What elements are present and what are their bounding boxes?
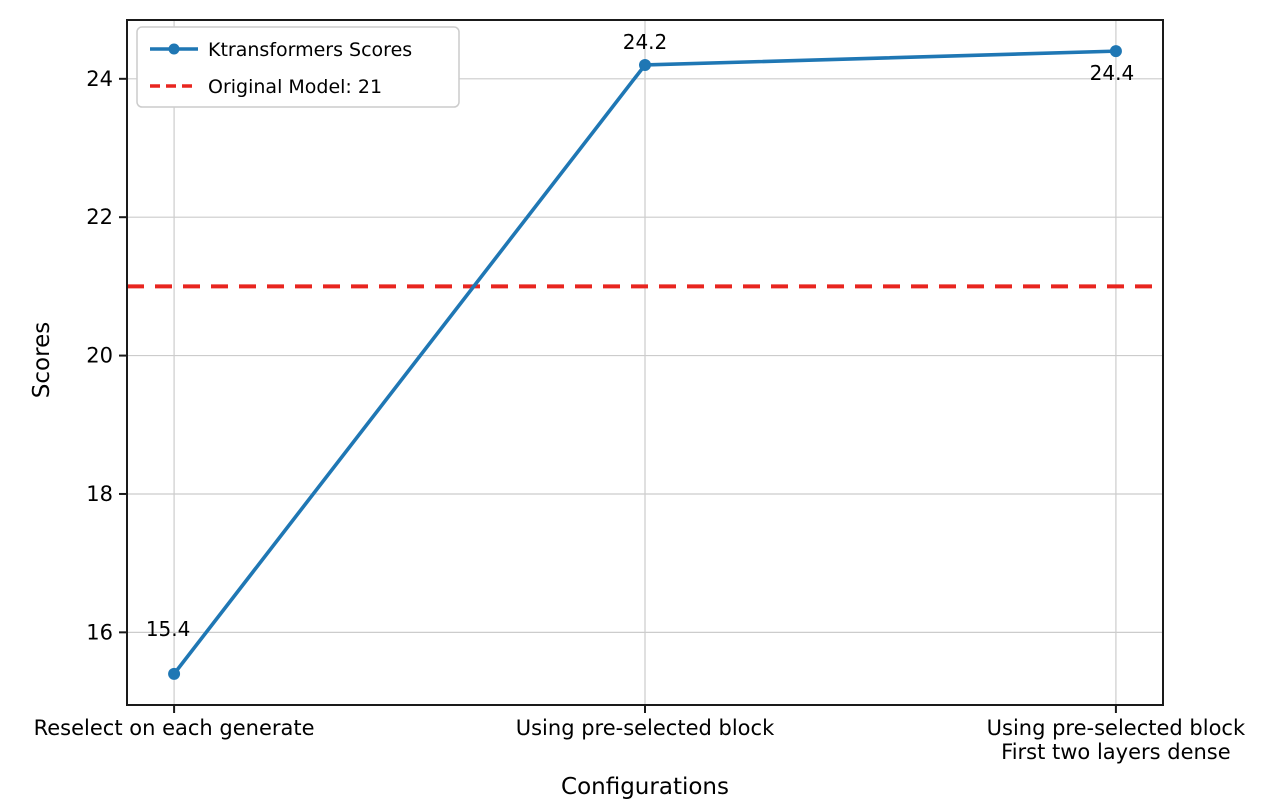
data-point	[168, 667, 181, 680]
legend-marker-sample	[168, 43, 180, 55]
x-tick-label: Reselect on each generate	[34, 716, 315, 740]
y-axis: 16 18 20 22 24	[86, 67, 127, 644]
y-tick-label: 22	[86, 205, 113, 229]
legend-label-series: Ktransformers Scores	[208, 39, 412, 61]
y-tick-label: 18	[86, 482, 113, 506]
y-tick-label: 16	[86, 620, 113, 644]
data-label: 24.4	[1090, 61, 1135, 85]
data-point	[1109, 45, 1122, 58]
grid	[127, 20, 1163, 705]
y-tick-label: 20	[86, 344, 113, 368]
y-axis-title: Scores	[29, 321, 55, 399]
y-tick-label: 24	[86, 67, 113, 91]
x-axis: Reselect on each generate Using pre-selec…	[34, 705, 1246, 764]
legend: Ktransformers Scores Original Model: 21	[136, 26, 460, 108]
x-tick-label: Using pre-selected block	[516, 716, 775, 740]
data-point	[639, 58, 651, 71]
data-label: 24.2	[623, 30, 668, 54]
data-label: 15.4	[146, 617, 191, 641]
x-tick-label: Using pre-selected block First two layers…	[987, 716, 1246, 764]
legend-label-reference: Original Model: 21	[208, 76, 382, 98]
series-ktransformers	[168, 45, 1122, 680]
x-axis-title: Configurations	[561, 774, 729, 800]
legend-box	[136, 26, 460, 108]
